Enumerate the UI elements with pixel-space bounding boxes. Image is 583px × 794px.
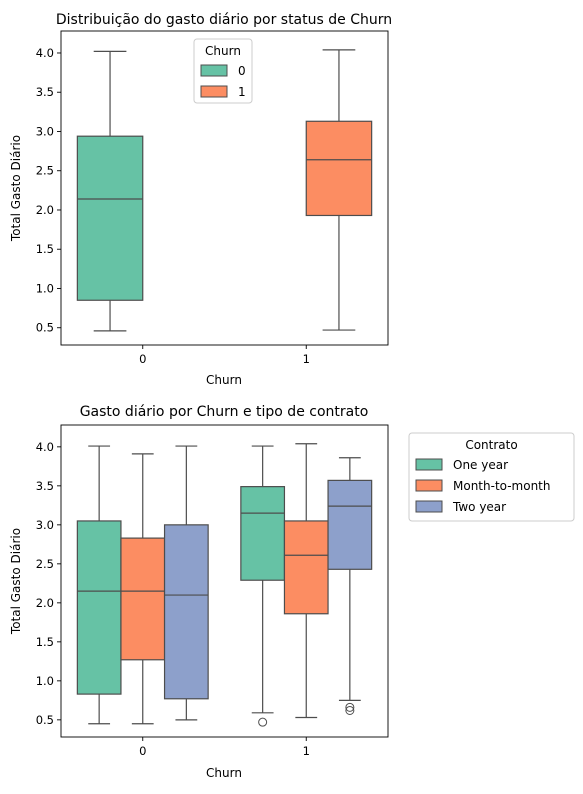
y-tick-label: 1.0 [36,281,54,295]
box-body [120,537,166,661]
x-tick-label: 0 [139,744,146,758]
legend-label: 0 [238,64,246,78]
y-axis-label: Total Gasto Diário [9,528,23,635]
plot-frame [60,30,389,346]
legend-label: Two year [452,500,506,514]
y-tick-label: 1.5 [36,635,54,649]
x-axis-label: Churn [206,373,242,387]
y-tick-label: 2.0 [36,596,54,610]
box-0-cat-0 [76,50,144,332]
legend-title: Churn [205,44,241,58]
legend-label: Month-to-month [453,479,551,493]
y-tick-label: 3.5 [36,85,54,99]
box-body [305,120,373,217]
legend: Churn 0 1 [193,38,253,104]
outlier-point [345,705,355,715]
x-tick-label: 1 [303,744,310,758]
box-body [76,520,122,695]
y-tick-label: 0.5 [36,713,54,727]
legend-swatch [415,458,443,471]
legend-label: One year [453,458,508,472]
box-body [76,135,144,301]
chart-title: Gasto diário por Churn e tipo de contrat… [80,404,369,420]
legend: Contrato One year Month-to-month Two year [408,432,575,522]
box-1-cat-1 [305,49,373,331]
legend-frame [408,432,575,522]
chart-title: Distribuição do gasto diário por status … [56,12,392,28]
box-one-year-cat-1 [240,445,286,727]
y-tick-label: 2.5 [36,164,54,178]
legend-title: Contrato [465,438,517,452]
x-axis-label: Churn [206,766,242,780]
legend-swatch [200,85,228,98]
y-tick-label: 1.5 [36,242,54,256]
y-tick-label: 4.0 [36,440,54,454]
legend-swatch [415,500,443,513]
box-month-to-month-cat-0 [120,453,166,725]
y-tick-label: 3.5 [36,479,54,493]
box-two-year-cat-1 [327,457,373,715]
chart-churn-contract-boxplot: Gasto diário por Churn e tipo de contrat… [9,404,575,780]
y-tick-label: 3.0 [36,518,54,532]
box-body [163,524,209,700]
box-body [283,520,329,615]
box-body [240,486,286,581]
y-tick-label: 3.0 [36,124,54,138]
y-tick-label: 1.0 [36,674,54,688]
y-axis-label: Total Gasto Diário [9,135,23,242]
x-tick-label: 1 [303,352,310,366]
box-month-to-month-cat-1 [283,443,329,719]
outlier-point [258,717,268,727]
y-tick-label: 4.0 [36,46,54,60]
box-two-year-cat-0 [163,445,209,721]
outlier-point [345,702,355,712]
x-tick-label: 0 [139,352,146,366]
y-tick-label: 2.0 [36,203,54,217]
box-one-year-cat-0 [76,445,122,725]
chart-churn-boxplot: Distribuição do gasto diário por status … [9,12,392,387]
legend-swatch [415,479,443,492]
y-tick-label: 0.5 [36,321,54,335]
plot-frame [60,424,389,738]
legend-swatch [200,64,228,77]
legend-label: 1 [238,85,246,99]
y-tick-label: 2.5 [36,557,54,571]
box-body [327,479,373,570]
